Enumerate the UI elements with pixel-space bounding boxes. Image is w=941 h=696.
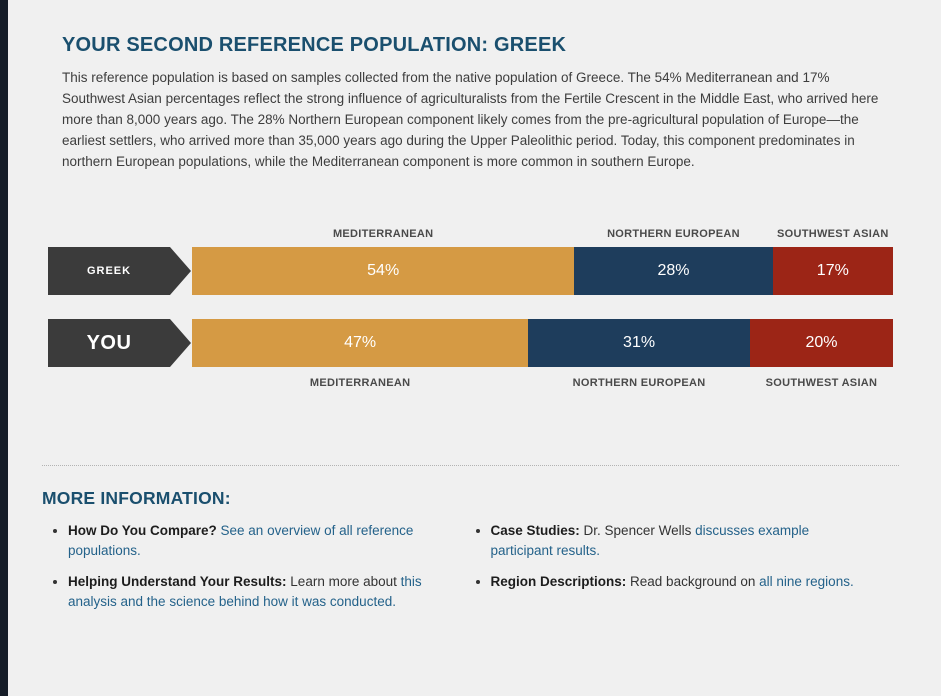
greek-stacked-bar: 54% 28% 17% bbox=[192, 247, 893, 295]
bar-segment-northern-european: 28% bbox=[574, 247, 773, 295]
population-description: This reference population is based on sa… bbox=[62, 70, 879, 169]
bar-segment-mediterranean: 47% bbox=[192, 319, 529, 367]
bar-segment-northern-european: 31% bbox=[528, 319, 750, 367]
series-name: GREEK bbox=[86, 265, 132, 277]
bar-segment-southwest-asian: 17% bbox=[772, 247, 893, 295]
bullet-label: Helping Understand Your Results: bbox=[68, 574, 287, 589]
category-label-southwest-asian: SOUTHWEST ASIAN bbox=[776, 228, 889, 240]
category-label-southwest-asian: SOUTHWEST ASIAN bbox=[765, 377, 878, 389]
bullet-text: Learn more about bbox=[290, 574, 397, 589]
bar-segment-southwest-asian: 20% bbox=[749, 319, 893, 367]
bullet-link[interactable]: discusses example participant results. bbox=[490, 523, 810, 558]
bullet-text: Read background on bbox=[630, 574, 756, 589]
bullet-text: Dr. Spencer Wells bbox=[583, 523, 692, 538]
list-item: Case Studies: Dr. Spencer Wells discusse… bbox=[491, 521, 894, 561]
greek-row-label: GREEK bbox=[48, 247, 191, 295]
bullet-link[interactable]: See an overview of all reference populat… bbox=[68, 523, 414, 558]
dotted-divider bbox=[42, 465, 899, 466]
category-label-mediterranean: MEDITERRANEAN bbox=[332, 228, 434, 240]
you-bar-row: YOU 47% 31% 20% bbox=[48, 319, 893, 367]
greek-bar-row: GREEK 54% 28% 17% bbox=[48, 247, 893, 295]
you-row-label: YOU bbox=[48, 319, 191, 367]
list-item: How Do You Compare? See an overview of a… bbox=[68, 521, 471, 561]
intro-section: YOUR SECOND REFERENCE POPULATION: GREEK … bbox=[62, 34, 889, 172]
bullet-label: Region Descriptions: bbox=[490, 574, 627, 589]
category-label-northern-european: NORTHERN EUROPEAN bbox=[572, 377, 706, 389]
bullet-link[interactable]: all nine regions. bbox=[759, 574, 854, 589]
more-information-heading: MORE INFORMATION: bbox=[42, 488, 231, 508]
greek-category-labels: MEDITERRANEAN NORTHERN EUROPEAN SOUTHWEST … bbox=[192, 228, 893, 240]
ancestry-comparison-chart: MEDITERRANEAN NORTHERN EUROPEAN SOUTHWEST … bbox=[48, 228, 893, 389]
category-label-mediterranean: MEDITERRANEAN bbox=[309, 377, 411, 389]
category-label-northern-european: NORTHERN EUROPEAN bbox=[607, 228, 740, 240]
page-edge-strip bbox=[0, 0, 8, 696]
info-column-right: Case Studies: Dr. Spencer Wells discusse… bbox=[471, 521, 894, 623]
list-item: Helping Understand Your Results: Learn m… bbox=[68, 572, 471, 612]
more-information-list: How Do You Compare? See an overview of a… bbox=[48, 521, 893, 623]
list-item: Region Descriptions: Read background on … bbox=[491, 572, 894, 592]
bar-segment-mediterranean: 54% bbox=[192, 247, 575, 295]
series-name: YOU bbox=[86, 331, 132, 354]
results-page: YOUR SECOND REFERENCE POPULATION: GREEK … bbox=[0, 0, 941, 623]
bullet-link[interactable]: this analysis and the science behind how… bbox=[68, 574, 422, 609]
bullet-label: How Do You Compare? bbox=[68, 523, 217, 538]
you-stacked-bar: 47% 31% 20% bbox=[192, 319, 893, 367]
info-column-left: How Do You Compare? See an overview of a… bbox=[48, 521, 471, 623]
you-category-labels: MEDITERRANEAN NORTHERN EUROPEAN SOUTHWEST … bbox=[192, 377, 893, 389]
page-title: YOUR SECOND REFERENCE POPULATION: GREEK bbox=[62, 34, 567, 56]
bullet-label: Case Studies: bbox=[490, 523, 580, 538]
